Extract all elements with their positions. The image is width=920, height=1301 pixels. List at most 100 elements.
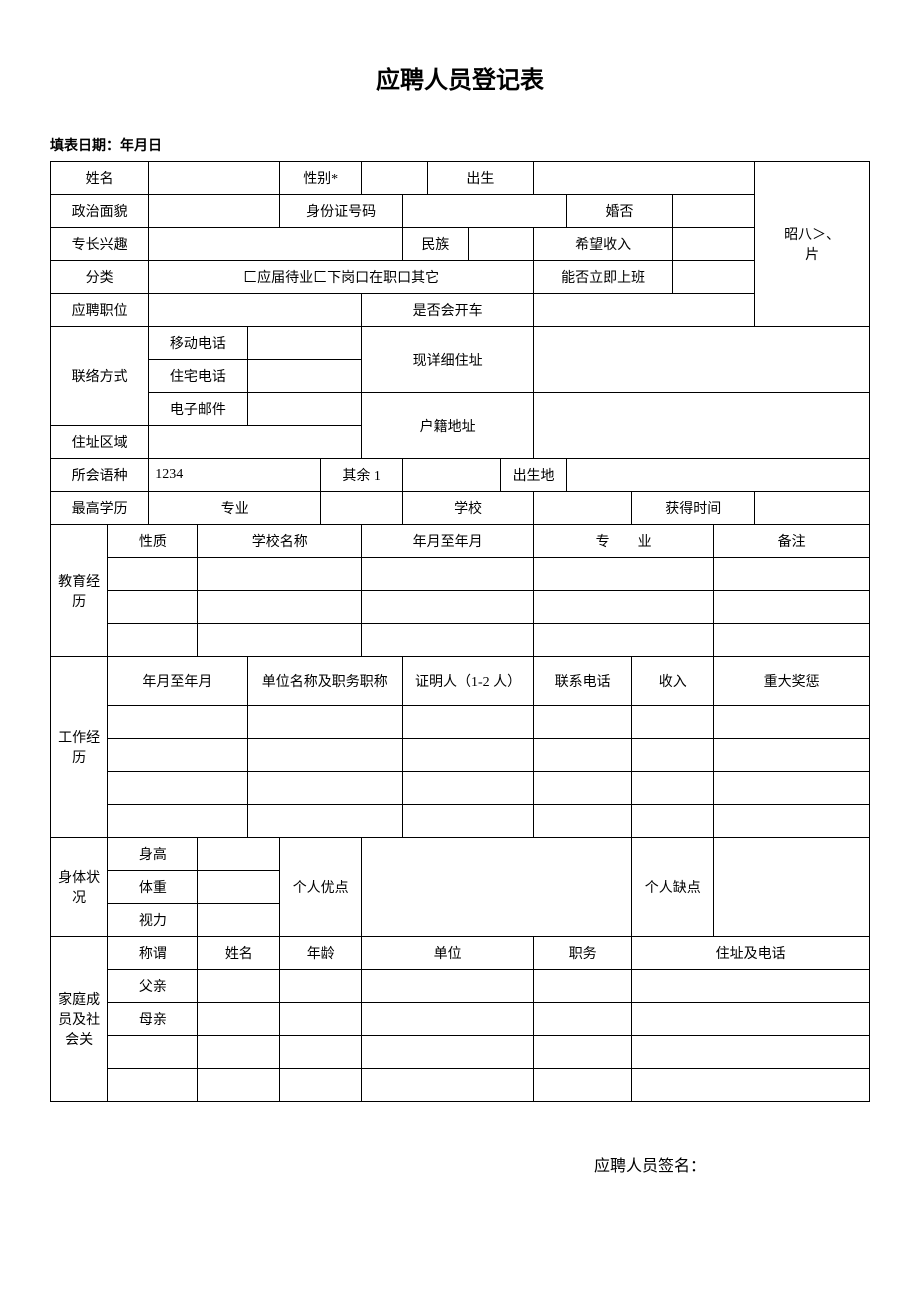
table-cell[interactable] bbox=[108, 772, 247, 805]
table-cell[interactable] bbox=[280, 1003, 362, 1036]
table-cell[interactable] bbox=[108, 624, 198, 657]
table-cell[interactable] bbox=[198, 558, 362, 591]
table-cell[interactable] bbox=[198, 624, 362, 657]
table-cell[interactable] bbox=[714, 805, 870, 838]
lang-label: 所会语种 bbox=[51, 459, 149, 492]
table-cell[interactable] bbox=[714, 624, 870, 657]
homephone-value[interactable] bbox=[247, 360, 362, 393]
table-cell[interactable] bbox=[108, 739, 247, 772]
photo-text1: 昭八＞、 bbox=[761, 224, 863, 244]
table-cell[interactable] bbox=[362, 970, 534, 1003]
table-cell[interactable] bbox=[534, 805, 632, 838]
table-cell[interactable] bbox=[108, 1036, 198, 1069]
famaddr-label: 住址及电话 bbox=[632, 937, 870, 970]
edu-major-label: 专 业 bbox=[534, 525, 714, 558]
major-value[interactable] bbox=[321, 492, 403, 525]
table-cell[interactable] bbox=[632, 970, 870, 1003]
table-cell[interactable] bbox=[534, 970, 632, 1003]
table-cell[interactable] bbox=[714, 558, 870, 591]
height-value[interactable] bbox=[198, 838, 280, 871]
table-cell[interactable] bbox=[247, 706, 403, 739]
birthplace-label: 出生地 bbox=[501, 459, 567, 492]
photo-text2: 片 bbox=[761, 244, 863, 264]
birth-value[interactable] bbox=[534, 162, 755, 195]
mobile-value[interactable] bbox=[247, 327, 362, 360]
school-value[interactable] bbox=[534, 492, 632, 525]
married-value[interactable] bbox=[673, 195, 755, 228]
table-cell[interactable] bbox=[280, 970, 362, 1003]
table-cell[interactable] bbox=[280, 1069, 362, 1102]
table-cell[interactable] bbox=[108, 1069, 198, 1102]
table-cell[interactable] bbox=[198, 1003, 280, 1036]
table-cell[interactable] bbox=[198, 1069, 280, 1102]
table-cell[interactable] bbox=[534, 558, 714, 591]
table-cell[interactable] bbox=[362, 1069, 534, 1102]
signature-label: 应聘人员签名： bbox=[50, 1152, 870, 1176]
table-cell[interactable] bbox=[247, 805, 403, 838]
table-cell[interactable] bbox=[198, 591, 362, 624]
others-value[interactable] bbox=[403, 459, 501, 492]
table-cell[interactable] bbox=[632, 805, 714, 838]
name-value[interactable] bbox=[149, 162, 280, 195]
table-cell[interactable] bbox=[362, 624, 534, 657]
table-cell[interactable] bbox=[534, 772, 632, 805]
position-value[interactable] bbox=[149, 294, 362, 327]
vision-value[interactable] bbox=[198, 904, 280, 937]
table-cell[interactable] bbox=[247, 739, 403, 772]
table-cell[interactable] bbox=[534, 591, 714, 624]
gender-value[interactable] bbox=[362, 162, 428, 195]
table-cell[interactable] bbox=[714, 591, 870, 624]
table-cell[interactable] bbox=[632, 772, 714, 805]
table-cell[interactable] bbox=[632, 1003, 870, 1036]
table-cell[interactable] bbox=[362, 591, 534, 624]
table-cell[interactable] bbox=[714, 706, 870, 739]
table-cell[interactable] bbox=[198, 1036, 280, 1069]
table-cell[interactable] bbox=[534, 1003, 632, 1036]
table-cell[interactable] bbox=[632, 739, 714, 772]
weight-value[interactable] bbox=[198, 871, 280, 904]
weakness-label: 个人缺点 bbox=[632, 838, 714, 937]
table-cell[interactable] bbox=[362, 1003, 534, 1036]
table-cell[interactable] bbox=[714, 739, 870, 772]
table-cell[interactable] bbox=[632, 706, 714, 739]
table-cell[interactable] bbox=[632, 1069, 870, 1102]
table-cell[interactable] bbox=[108, 706, 247, 739]
table-cell[interactable] bbox=[108, 591, 198, 624]
obtaintime-value[interactable] bbox=[755, 492, 870, 525]
table-cell[interactable] bbox=[403, 706, 534, 739]
table-cell[interactable] bbox=[403, 805, 534, 838]
canstart-value[interactable] bbox=[673, 261, 755, 294]
table-cell[interactable] bbox=[362, 1036, 534, 1069]
id-value[interactable] bbox=[403, 195, 567, 228]
email-value[interactable] bbox=[247, 393, 362, 426]
political-value[interactable] bbox=[149, 195, 280, 228]
drive-value[interactable] bbox=[534, 294, 755, 327]
curr-addr-value[interactable] bbox=[534, 327, 870, 393]
category-options[interactable]: 匚应届待业匚下岗口在职口其它 bbox=[149, 261, 534, 294]
table-cell[interactable] bbox=[108, 805, 247, 838]
table-cell[interactable] bbox=[108, 558, 198, 591]
salary-value[interactable] bbox=[673, 228, 755, 261]
table-cell[interactable] bbox=[534, 706, 632, 739]
birthplace-value[interactable] bbox=[566, 459, 869, 492]
famname-label: 姓名 bbox=[198, 937, 280, 970]
strength-value[interactable] bbox=[362, 838, 632, 937]
table-cell[interactable] bbox=[403, 739, 534, 772]
table-cell[interactable] bbox=[403, 772, 534, 805]
table-cell[interactable] bbox=[362, 558, 534, 591]
area-value[interactable] bbox=[149, 426, 362, 459]
table-cell[interactable] bbox=[534, 739, 632, 772]
table-cell[interactable] bbox=[714, 772, 870, 805]
household-value[interactable] bbox=[534, 393, 870, 459]
table-cell[interactable] bbox=[534, 1036, 632, 1069]
table-cell[interactable] bbox=[632, 1036, 870, 1069]
table-cell[interactable] bbox=[247, 772, 403, 805]
table-cell[interactable] bbox=[534, 1069, 632, 1102]
ethnicity-value[interactable] bbox=[468, 228, 534, 261]
weakness-value[interactable] bbox=[714, 838, 870, 937]
specialty-value[interactable] bbox=[149, 228, 403, 261]
table-cell[interactable] bbox=[534, 624, 714, 657]
table-cell[interactable] bbox=[198, 970, 280, 1003]
lang-value[interactable]: 1234 bbox=[149, 459, 321, 492]
table-cell[interactable] bbox=[280, 1036, 362, 1069]
